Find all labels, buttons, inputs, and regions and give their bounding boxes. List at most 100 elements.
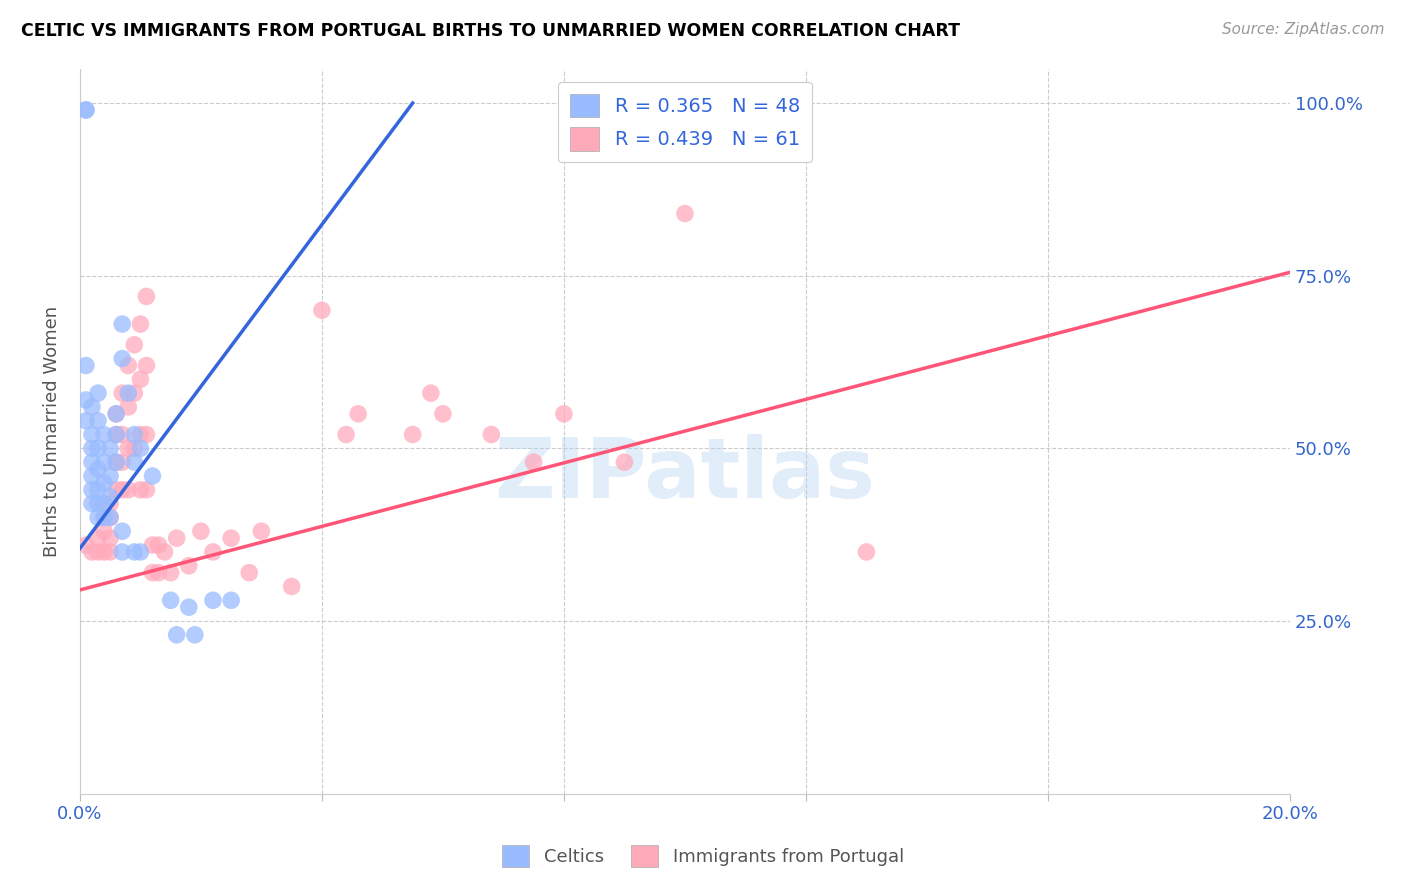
Point <box>129 427 152 442</box>
Point <box>238 566 260 580</box>
Point <box>855 545 877 559</box>
Point <box>166 628 188 642</box>
Point <box>111 386 134 401</box>
Point <box>98 510 121 524</box>
Point <box>87 442 110 456</box>
Point <box>75 103 97 117</box>
Point <box>80 442 103 456</box>
Point <box>219 531 242 545</box>
Point <box>250 524 273 539</box>
Point <box>111 455 134 469</box>
Point <box>124 386 146 401</box>
Point <box>105 407 128 421</box>
Point <box>98 442 121 456</box>
Point <box>553 407 575 421</box>
Point <box>177 600 200 615</box>
Point <box>80 545 103 559</box>
Point <box>93 427 115 442</box>
Point <box>117 386 139 401</box>
Legend: R = 0.365   N = 48, R = 0.439   N = 61: R = 0.365 N = 48, R = 0.439 N = 61 <box>558 82 811 162</box>
Point <box>613 455 636 469</box>
Point <box>129 483 152 497</box>
Text: CELTIC VS IMMIGRANTS FROM PORTUGAL BIRTHS TO UNMARRIED WOMEN CORRELATION CHART: CELTIC VS IMMIGRANTS FROM PORTUGAL BIRTH… <box>21 22 960 40</box>
Point <box>347 407 370 421</box>
Point <box>75 392 97 407</box>
Point <box>87 386 110 401</box>
Point <box>124 455 146 469</box>
Point <box>80 427 103 442</box>
Point <box>673 206 696 220</box>
Point <box>201 545 224 559</box>
Point <box>93 475 115 490</box>
Point <box>80 497 103 511</box>
Point <box>141 469 163 483</box>
Point <box>177 558 200 573</box>
Point <box>219 593 242 607</box>
Point <box>311 303 333 318</box>
Point <box>159 593 181 607</box>
Point <box>184 628 207 642</box>
Point <box>129 545 152 559</box>
Point <box>80 400 103 414</box>
Point <box>153 545 176 559</box>
Point <box>93 510 115 524</box>
Point <box>98 469 121 483</box>
Point <box>124 545 146 559</box>
Point <box>129 442 152 456</box>
Point <box>135 289 157 303</box>
Point <box>432 407 454 421</box>
Point <box>141 538 163 552</box>
Point <box>111 524 134 539</box>
Point <box>117 359 139 373</box>
Point <box>105 427 128 442</box>
Point <box>87 510 110 524</box>
Point <box>75 359 97 373</box>
Point <box>124 338 146 352</box>
Point <box>644 103 666 117</box>
Point <box>98 510 121 524</box>
Point <box>117 442 139 456</box>
Legend: Celtics, Immigrants from Portugal: Celtics, Immigrants from Portugal <box>495 838 911 874</box>
Point <box>129 372 152 386</box>
Point <box>335 427 357 442</box>
Point <box>111 427 134 442</box>
Point <box>98 531 121 545</box>
Point <box>117 400 139 414</box>
Point <box>111 351 134 366</box>
Point <box>93 545 115 559</box>
Point <box>93 510 115 524</box>
Point <box>75 103 97 117</box>
Y-axis label: Births to Unmarried Women: Births to Unmarried Women <box>44 306 60 557</box>
Point <box>80 483 103 497</box>
Point <box>80 469 103 483</box>
Point <box>124 442 146 456</box>
Point <box>87 497 110 511</box>
Point <box>75 414 97 428</box>
Point <box>148 566 170 580</box>
Point <box>523 455 546 469</box>
Point <box>129 317 152 331</box>
Point <box>105 407 128 421</box>
Point <box>479 427 502 442</box>
Point <box>105 455 128 469</box>
Point <box>141 566 163 580</box>
Point <box>98 545 121 559</box>
Point <box>87 545 110 559</box>
Point <box>87 531 110 545</box>
Point <box>111 483 134 497</box>
Point <box>98 490 121 504</box>
Text: ZIPatlas: ZIPatlas <box>495 434 876 515</box>
Point <box>190 524 212 539</box>
Point <box>201 593 224 607</box>
Point <box>148 538 170 552</box>
Point <box>111 545 134 559</box>
Point <box>135 427 157 442</box>
Point <box>117 483 139 497</box>
Point <box>159 566 181 580</box>
Point <box>75 538 97 552</box>
Point <box>80 455 103 469</box>
Point <box>105 455 128 469</box>
Point <box>419 386 441 401</box>
Point <box>111 317 134 331</box>
Point <box>135 359 157 373</box>
